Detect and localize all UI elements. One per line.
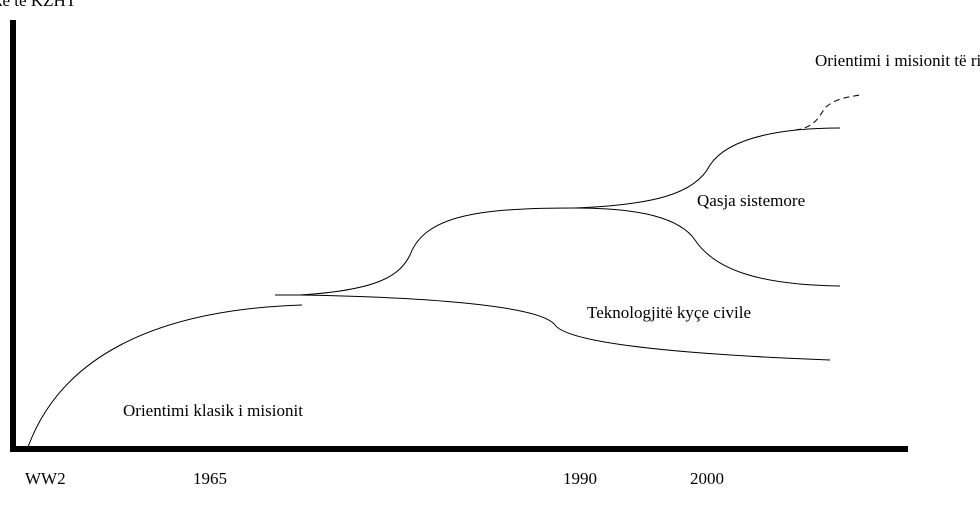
label-new-mission: Orientimi i misionit të ri? [815,51,980,70]
vertical-axis [10,20,16,452]
axis-label: 2000 [690,469,724,488]
systemic-lower-curve [299,207,841,296]
horizontal-axis [10,446,908,452]
label-systemic: Qasja sistemore [697,191,805,210]
future-curve [794,94,861,131]
label-civil-tech: Teknologjitë kyçe civile [587,303,751,322]
axis-label: 1965 [193,469,227,488]
systemic-upper-curve [574,127,841,209]
header-title: ke te KZHT [0,0,77,10]
label-classic: Orientimi klasik i misionit [123,401,303,420]
axis-label: 1990 [563,469,597,488]
classic-curve [27,304,303,448]
axis-label: WW2 [25,469,66,488]
civil-tech-curve [275,294,831,361]
